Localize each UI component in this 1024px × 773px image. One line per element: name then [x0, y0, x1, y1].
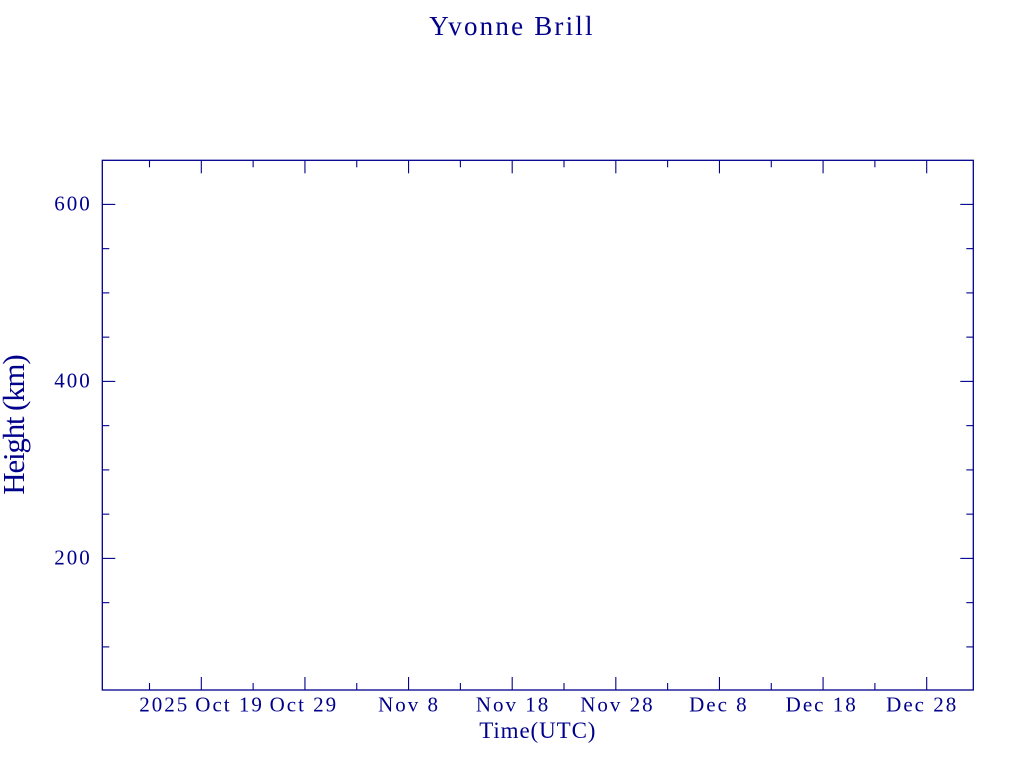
- svg-text:Nov 18: Nov 18: [476, 692, 550, 716]
- svg-text:400: 400: [54, 369, 92, 393]
- svg-text:Dec 18: Dec 18: [786, 692, 858, 716]
- svg-text:Oct 29: Oct 29: [270, 692, 339, 716]
- svg-text:600: 600: [54, 192, 92, 216]
- svg-text:2025: 2025: [139, 692, 189, 716]
- svg-text:Height (km): Height (km): [0, 356, 31, 495]
- svg-text:Nov 8: Nov 8: [378, 692, 440, 716]
- svg-text:Nov 28: Nov 28: [580, 692, 654, 716]
- svg-text:Yvonne Brill: Yvonne Brill: [429, 11, 594, 41]
- svg-text:Time(UTC): Time(UTC): [479, 718, 596, 743]
- svg-text:Oct 19: Oct 19: [195, 692, 264, 716]
- svg-text:Dec 28: Dec 28: [886, 692, 958, 716]
- svg-text:200: 200: [54, 546, 92, 570]
- svg-text:Dec 8: Dec 8: [689, 692, 749, 716]
